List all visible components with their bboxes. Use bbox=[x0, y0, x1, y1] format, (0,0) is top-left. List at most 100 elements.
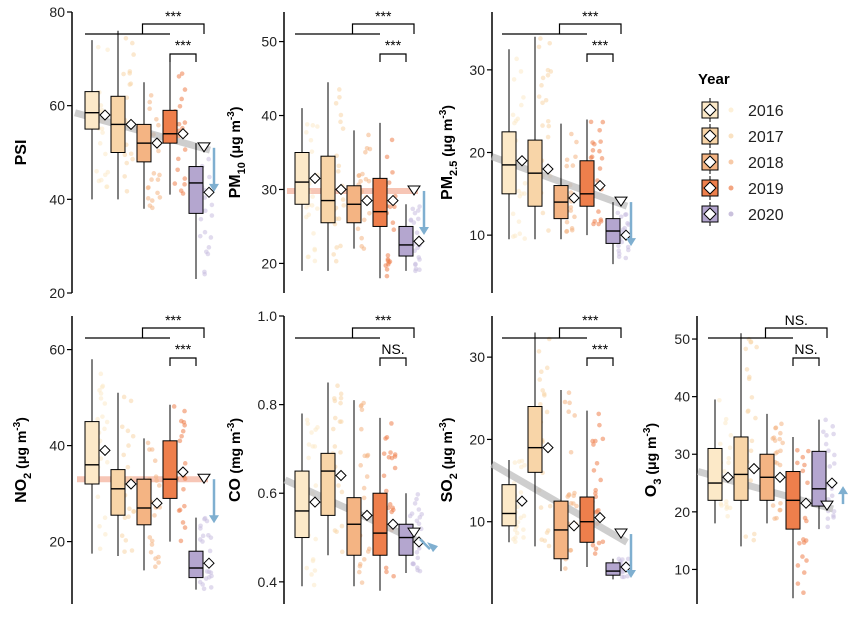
data-point bbox=[801, 590, 806, 596]
data-point bbox=[804, 558, 809, 563]
bracket-wide bbox=[351, 23, 415, 34]
data-point bbox=[361, 557, 367, 562]
data-point bbox=[414, 230, 420, 235]
data-point bbox=[333, 101, 339, 106]
data-point bbox=[821, 429, 826, 435]
panel-3: 20 40 60 NO2 (μg m-3) *** *** bbox=[12, 312, 219, 604]
mean-diamond bbox=[177, 466, 189, 478]
data-point bbox=[777, 462, 783, 468]
data-point bbox=[359, 235, 364, 241]
box-2020 bbox=[188, 166, 204, 214]
data-point bbox=[338, 391, 344, 397]
data-point bbox=[389, 137, 395, 143]
data-point bbox=[182, 182, 187, 187]
data-point bbox=[597, 166, 603, 171]
data-point bbox=[539, 83, 544, 88]
legend-diamond bbox=[703, 155, 717, 169]
data-point bbox=[598, 217, 604, 222]
legend-dot bbox=[728, 159, 734, 165]
data-point bbox=[804, 518, 809, 524]
data-point bbox=[208, 235, 214, 240]
y-axis-label: PM10 (μg m-3) bbox=[226, 107, 248, 199]
significance-narrow: NS. bbox=[381, 341, 404, 357]
data-point bbox=[98, 371, 104, 377]
data-point bbox=[510, 112, 516, 118]
data-point bbox=[147, 203, 153, 208]
data-point bbox=[145, 185, 151, 191]
data-point bbox=[364, 145, 370, 151]
data-point bbox=[806, 448, 811, 454]
mean-diamond bbox=[335, 469, 347, 482]
data-point bbox=[392, 454, 398, 459]
data-point bbox=[99, 177, 104, 183]
bracket-narrow bbox=[586, 357, 614, 366]
legend-dot bbox=[728, 211, 734, 217]
data-point bbox=[596, 411, 602, 417]
data-point bbox=[129, 548, 135, 553]
data-point bbox=[544, 365, 550, 371]
box-2016 bbox=[707, 447, 723, 501]
data-point bbox=[182, 476, 188, 482]
data-point bbox=[154, 478, 159, 483]
data-point bbox=[153, 564, 158, 570]
panel-6: 10 20 30 40 50 O3 (μg m-3) NS. NS. bbox=[642, 312, 848, 604]
data-point bbox=[182, 525, 188, 530]
mean-diamond bbox=[774, 471, 786, 483]
data-point bbox=[149, 177, 154, 182]
data-point bbox=[780, 440, 785, 446]
label-unit-close: ) bbox=[227, 418, 243, 423]
data-point bbox=[562, 399, 568, 405]
data-point bbox=[540, 100, 545, 106]
data-point bbox=[521, 535, 526, 540]
data-point bbox=[151, 171, 157, 176]
data-point bbox=[149, 447, 155, 452]
data-point bbox=[202, 271, 207, 277]
data-point bbox=[547, 40, 553, 46]
data-point bbox=[795, 563, 801, 568]
data-point bbox=[795, 447, 800, 453]
data-point bbox=[98, 396, 104, 401]
data-point bbox=[539, 369, 544, 375]
y-axis-label: PM2.5 (μg m-3) bbox=[438, 105, 460, 200]
mean-diamond bbox=[800, 497, 812, 509]
legend-item-2019: 2019 bbox=[701, 176, 784, 200]
y-tick-label: 30 bbox=[674, 446, 690, 462]
data-point bbox=[749, 438, 755, 444]
data-point bbox=[572, 413, 577, 418]
label-main: CO bbox=[227, 474, 244, 502]
data-point bbox=[546, 123, 552, 129]
data-point bbox=[336, 169, 341, 174]
data-point bbox=[381, 473, 387, 479]
data-point bbox=[568, 449, 574, 455]
data-point bbox=[564, 163, 570, 169]
data-point bbox=[389, 421, 394, 426]
data-point bbox=[413, 262, 418, 268]
data-point bbox=[543, 97, 549, 103]
data-point bbox=[97, 141, 103, 146]
mean-diamond bbox=[387, 518, 399, 530]
data-point bbox=[125, 428, 131, 434]
label-subscript: 2.5 bbox=[448, 161, 460, 176]
y-tick-label: 80 bbox=[49, 4, 65, 20]
data-point bbox=[795, 460, 800, 466]
data-point bbox=[130, 40, 135, 46]
data-point bbox=[412, 501, 418, 506]
data-point bbox=[823, 441, 829, 447]
data-point bbox=[538, 401, 543, 407]
data-point bbox=[566, 390, 572, 396]
data-point bbox=[337, 94, 342, 100]
data-point bbox=[545, 72, 551, 78]
legend-dot bbox=[728, 185, 734, 191]
data-point bbox=[417, 257, 422, 262]
box-2019 bbox=[372, 492, 388, 556]
data-point bbox=[743, 534, 749, 539]
data-point bbox=[777, 436, 783, 442]
significance-narrow: *** bbox=[592, 341, 609, 357]
data-point bbox=[625, 244, 631, 250]
data-point bbox=[305, 421, 311, 426]
mean-diamond bbox=[594, 179, 606, 192]
data-point bbox=[306, 212, 312, 217]
data-point bbox=[201, 586, 207, 592]
box-2016 bbox=[501, 484, 517, 527]
data-point bbox=[726, 460, 731, 466]
